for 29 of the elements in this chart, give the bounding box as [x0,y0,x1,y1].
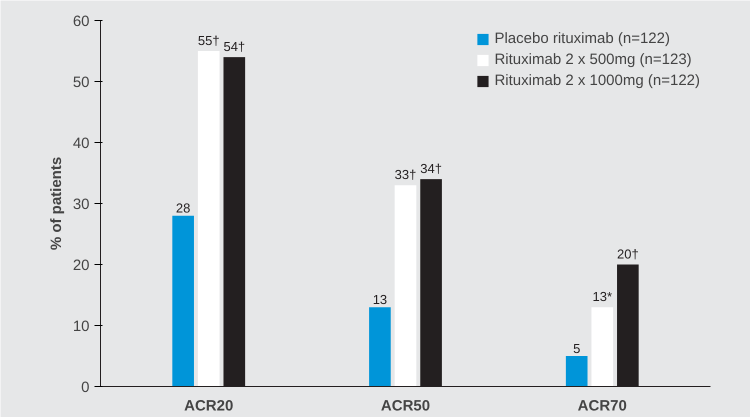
legend-label: Rituximab 2 x 500mg (n=123) [494,51,692,68]
y-tick-label: 20 [72,257,90,274]
data-label: 13* [592,289,612,304]
bar [566,356,588,386]
data-label: 28 [176,200,190,216]
data-label: 55† [198,33,220,48]
x-tick-label: ACR50 [380,398,430,414]
y-axis-title: % of patients [48,156,65,250]
y-tick-label: 10 [72,318,90,335]
x-tick-label: ACR70 [578,398,627,414]
data-label: 13 [372,292,388,308]
y-tick-label: 50 [72,74,90,91]
legend-label: Rituximab 2 x 1000mg (n=122) [494,72,700,89]
x-tick-label: ACR20 [184,398,234,414]
data-label: 33† [394,167,416,182]
data-label: 20† [617,246,639,262]
bar [198,51,220,386]
y-tick-label: 40 [72,135,90,152]
y-tick-label: 60 [72,13,90,30]
bar [172,216,194,386]
bar [394,185,416,386]
y-tick-label: 30 [72,196,90,213]
legend-label: Placebo rituximab (n=122) [494,30,670,47]
bar [591,307,614,386]
data-label: 34† [420,161,442,176]
bar [369,307,391,386]
data-label: 54† [223,39,246,54]
data-label: 5 [573,341,580,356]
y-tick-label: 0 [81,379,90,396]
